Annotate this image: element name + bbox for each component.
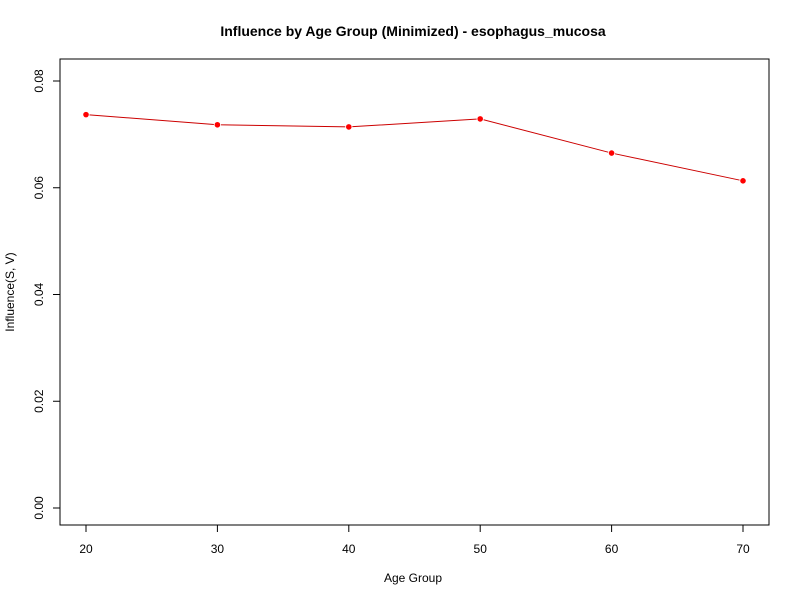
x-tick-label: 30 <box>211 542 225 556</box>
x-tick-label: 50 <box>474 542 488 556</box>
data-point <box>345 123 353 131</box>
series-layer <box>82 111 747 185</box>
data-point <box>82 111 90 119</box>
x-tick-label: 70 <box>736 542 750 556</box>
y-tick-label: 0.00 <box>32 496 46 520</box>
data-point <box>213 121 221 129</box>
data-point <box>607 149 616 157</box>
y-tick-label: 0.08 <box>32 69 46 93</box>
x-tick-label: 60 <box>605 542 619 556</box>
chart-title: Influence by Age Group (Minimized) - eso… <box>220 23 606 39</box>
data-point <box>476 115 484 123</box>
x-tick-label: 20 <box>79 542 93 556</box>
y-axis: 0.00 0.02 0.04 0.06 0.08 <box>32 69 61 520</box>
x-axis-label: Age Group <box>384 571 442 585</box>
x-tick-label: 40 <box>342 542 356 556</box>
y-tick-label: 0.06 <box>32 176 46 200</box>
y-tick-label: 0.04 <box>32 282 46 306</box>
data-point <box>739 177 747 185</box>
x-axis: 20 30 40 50 60 70 <box>79 524 750 556</box>
y-axis-label: Influence(S, V) <box>3 252 17 331</box>
y-tick-label: 0.02 <box>32 389 46 413</box>
plot-frame <box>59 58 770 526</box>
series-line <box>85 114 744 182</box>
